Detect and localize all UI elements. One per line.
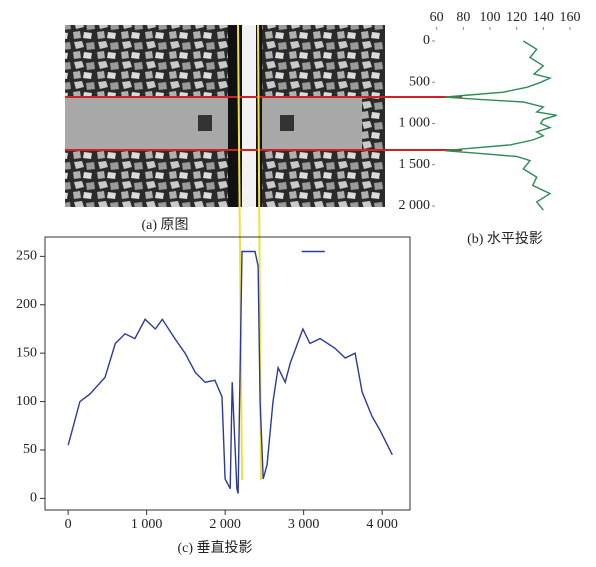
y-tick-label: 1 500	[399, 157, 431, 172]
y-tick-label: 1 000	[399, 116, 431, 131]
x-tick-label: 1 000	[131, 517, 163, 532]
data-line	[444, 40, 557, 211]
x-tick-label: 60	[430, 10, 444, 25]
caption: (b) 水平投影	[467, 231, 543, 247]
fastener	[280, 115, 294, 131]
x-tick-label: 100	[480, 10, 501, 25]
y-tick-label: 2 000	[399, 198, 431, 213]
original-image	[65, 25, 385, 207]
x-tick-label: 160	[560, 10, 581, 25]
plot-frame	[44, 236, 411, 511]
x-tick-label: 3 000	[288, 517, 320, 532]
data-line	[67, 250, 393, 494]
y-tick-label: 250	[16, 249, 37, 264]
x-tick-label: 2 000	[209, 517, 241, 532]
y-tick-label: 150	[16, 345, 37, 360]
sleeper	[262, 97, 362, 150]
y-tick-label: 0	[30, 491, 37, 506]
rail-gap	[242, 25, 256, 207]
x-tick-label: 0	[65, 517, 72, 532]
caption: (a) 原图	[141, 218, 188, 233]
y-tick-label: 200	[16, 297, 37, 312]
y-tick-label: 500	[409, 74, 430, 89]
yellow-guide	[237, 24, 243, 481]
x-tick-label: 140	[533, 10, 554, 25]
y-tick-label: 100	[16, 394, 37, 409]
y-tick-label: 50	[23, 442, 37, 457]
x-tick-label: 80	[456, 10, 470, 25]
x-tick-label: 4 000	[366, 517, 398, 532]
y-tick-label: 0	[423, 33, 430, 48]
caption: (c) 垂直投影	[177, 539, 252, 556]
fastener	[198, 115, 212, 131]
x-tick-label: 120	[506, 10, 527, 25]
